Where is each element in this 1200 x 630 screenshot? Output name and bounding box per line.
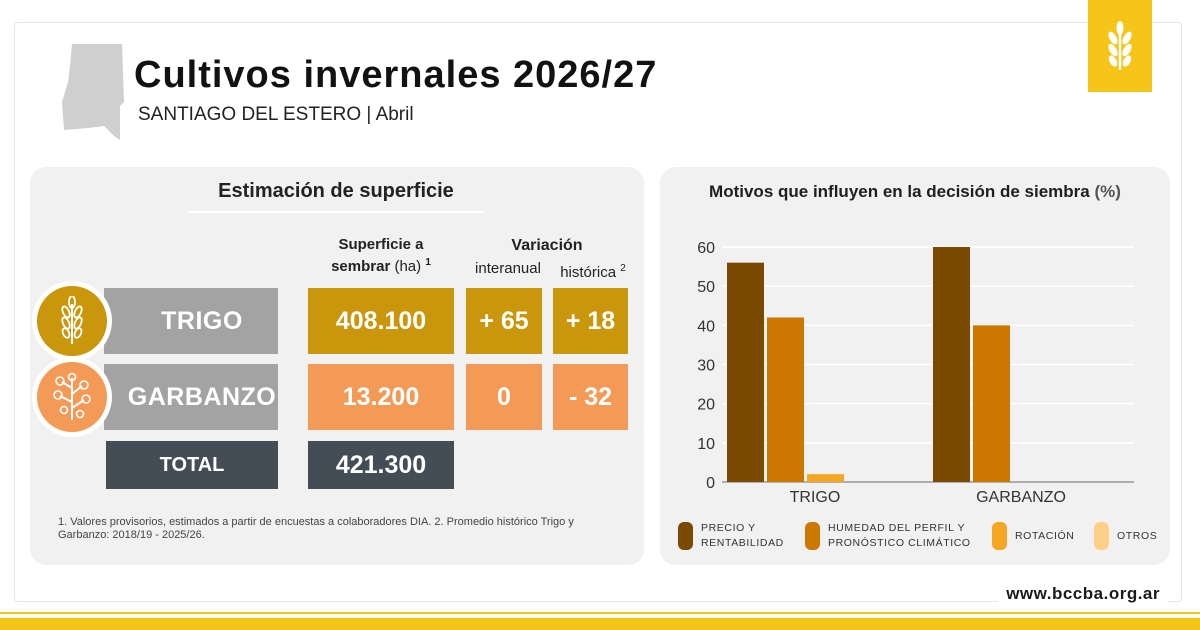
legend-swatch <box>992 522 1007 550</box>
legend-label: OTROS <box>1117 529 1158 542</box>
y-tick-label: 50 <box>697 279 715 296</box>
bar-trigo-2 <box>807 474 844 482</box>
header-interanual: interanual <box>475 260 541 277</box>
bar-garbanzo-0 <box>933 247 970 482</box>
crop-label-trigo: TRIGO <box>104 288 278 354</box>
footnote: 1. Valores provisorios, estimados a part… <box>58 516 574 541</box>
legend-swatch <box>1094 522 1109 550</box>
card-frame <box>14 22 1182 602</box>
y-tick-label: 20 <box>697 397 715 414</box>
bar-trigo-1 <box>767 317 804 482</box>
footer-bar <box>0 618 1200 630</box>
trigo-interanual-value: + 65 <box>466 288 542 354</box>
y-tick-label: 60 <box>697 240 715 257</box>
page-title: Cultivos invernales 2026/27 <box>134 54 658 96</box>
chart-title-unit: (%) <box>1094 182 1121 201</box>
total-value: 421.300 <box>308 441 454 489</box>
chart-title: Motivos que influyen en la decisión de s… <box>660 182 1170 202</box>
legend-item-otros: OTROS <box>1094 519 1157 553</box>
crop-label-garbanzo: GARBANZO <box>104 364 278 430</box>
header-surface-line2: sembrar <box>331 258 391 275</box>
motives-bar-chart: 0 10 20 30 40 50 60 TRIGO GARBANZO <box>697 240 1134 506</box>
x-tick-label: GARBANZO <box>976 489 1066 506</box>
legend-label: PRECIO Y RENTABILIDAD <box>701 522 784 549</box>
legend-item-rotacion: ROTACIÓN <box>992 519 1074 553</box>
y-tick-label: 30 <box>697 358 715 375</box>
footnote-ref-1: 1 <box>425 257 431 268</box>
wheat-icon <box>61 296 83 344</box>
header-surface: Superficie a sembrar (ha) 1 <box>306 236 456 276</box>
crop-name: TRIGO <box>161 306 243 335</box>
header-historica-label: histórica <box>560 264 617 281</box>
legend-item-precio: PRECIO Y RENTABILIDAD <box>678 519 784 553</box>
legend-item-humedad: HUMEDAD DEL PERFIL Y PRONÓSTICO CLIMÁTICO <box>805 519 971 553</box>
x-tick-label: TRIGO <box>790 489 841 506</box>
y-tick-label: 10 <box>697 436 715 453</box>
wheat-logo-icon <box>1108 21 1132 70</box>
header-variation-label: Variación <box>511 237 583 254</box>
page-subtitle: SANTIAGO DEL ESTERO | Abril <box>138 104 414 125</box>
crop-icon-badge-trigo <box>32 281 112 361</box>
santiago-del-estero-map-icon <box>62 44 124 140</box>
trigo-historica-value: + 18 <box>553 288 628 354</box>
brand-logo <box>1088 0 1152 92</box>
header-surface-unit: (ha) <box>394 258 422 275</box>
bar-trigo-0 <box>727 262 764 482</box>
footnote-ref-2: 2 <box>620 263 626 274</box>
chickpea-plant-icon <box>53 372 91 420</box>
surface-panel-title: Estimación de superficie <box>218 180 454 202</box>
divider <box>188 211 484 213</box>
header-historica: histórica 2 <box>552 260 634 282</box>
y-tick-label: 0 <box>706 475 715 492</box>
garbanzo-historica-value: - 32 <box>553 364 628 430</box>
website-link[interactable]: www.bccba.org.ar <box>998 584 1168 604</box>
total-label: TOTAL <box>106 441 278 489</box>
y-tick-label: 40 <box>697 318 715 335</box>
legend-label: ROTACIÓN <box>1015 529 1075 542</box>
legend-swatch <box>678 522 693 550</box>
header-variation: Variación <box>466 237 628 255</box>
legend-label: HUMEDAD DEL PERFIL Y PRONÓSTICO CLIMÁTICO <box>828 522 971 549</box>
header-surface-line1: Superficie a <box>338 236 424 253</box>
legend-swatch <box>805 522 820 550</box>
crop-name: GARBANZO <box>127 382 277 411</box>
bar-garbanzo-1 <box>973 325 1010 482</box>
chart-title-text: Motivos que influyen en la decisión de s… <box>709 182 1090 201</box>
garbanzo-surface-value: 13.200 <box>308 364 454 430</box>
garbanzo-interanual-value: 0 <box>466 364 542 430</box>
trigo-surface-value: 408.100 <box>308 288 454 354</box>
footer-line <box>0 612 1200 614</box>
crop-icon-badge-garbanzo <box>32 357 112 437</box>
